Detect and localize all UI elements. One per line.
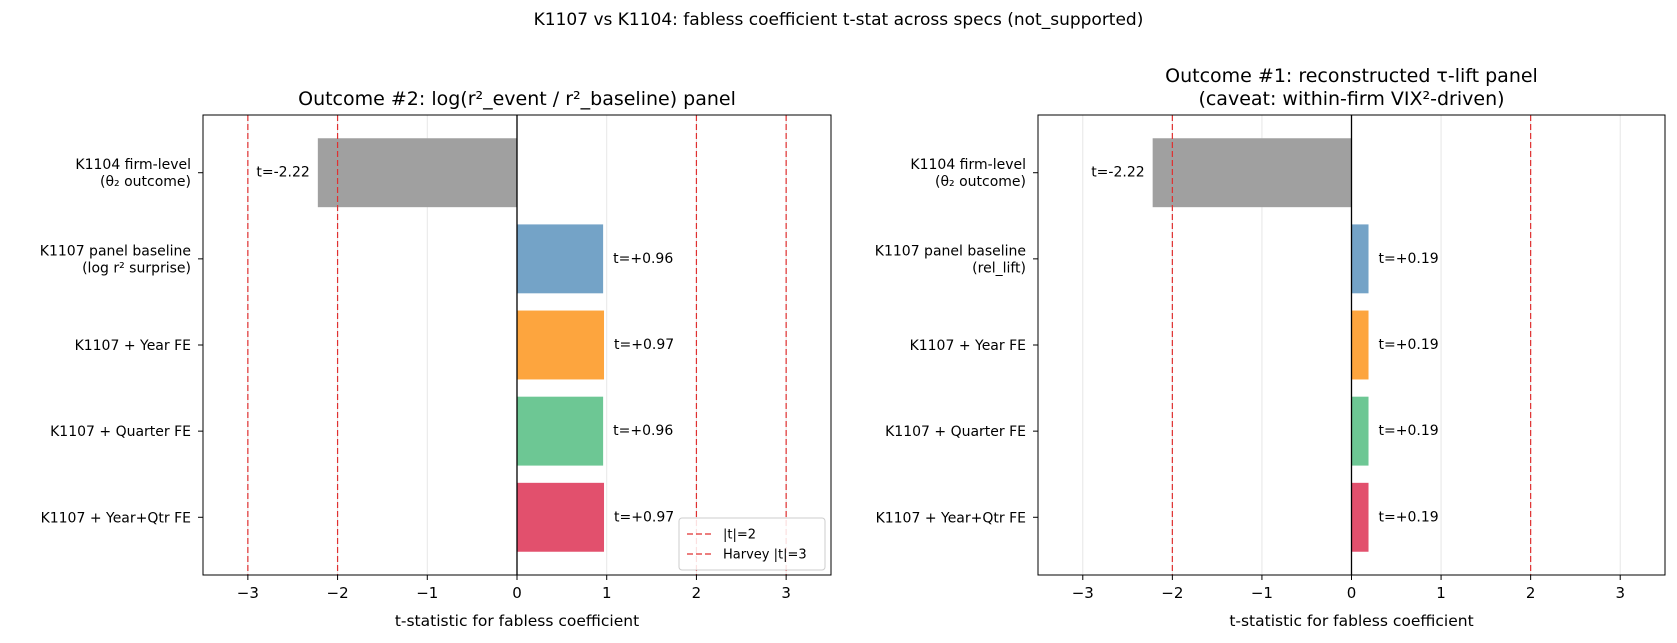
bar [1351,396,1369,466]
y-tick-label: K1107 + Year+Qtr FE [41,510,191,526]
figure-suptitle: K1107 vs K1104: fabless coefficient t-st… [533,10,1144,30]
x-tick-label: 2 [692,584,702,602]
bar-value-label: t=-2.22 [256,165,309,181]
legend: |t|=2 Harvey |t|=3 [678,517,826,571]
x-tick-label: −1 [1251,584,1273,602]
y-tick-label: K1107 + Year+Qtr FE [876,510,1026,526]
bar [1351,224,1369,294]
x-tick-label: 0 [1347,584,1357,602]
y-tick-label-line: (rel_lift) [972,260,1026,276]
x-tick-label: 1 [602,584,612,602]
y-tick-label: K1107 + Year FE [910,338,1026,354]
y-tick-label: K1107 panel baseline (rel_lift) [875,243,1026,276]
bar-value-label: t=+0.97 [614,509,674,525]
x-tick-label: −2 [327,584,349,602]
x-axis-label: t-statistic for fabless coefficient [1229,612,1473,630]
bar-value-label: t=+0.19 [1379,509,1439,525]
chart-title: Outcome #2: log(r²_event / r²_baseline) … [298,88,736,110]
y-tick-label-line: (θ₂ outcome) [100,174,191,190]
y-tick-label-line: K1107 + Quarter FE [50,424,191,440]
bar [1351,482,1369,552]
y-tick-label-line: K1107 + Quarter FE [885,424,1026,440]
y-tick-label-line: K1104 firm-level [910,157,1026,173]
bar [517,310,605,380]
x-tick-label: 2 [1526,584,1536,602]
legend-entry-label: |t|=2 [723,528,756,543]
bar [1152,138,1352,208]
chart-title: Outcome #1: reconstructed τ-lift panel (c… [1165,65,1538,110]
bar [517,224,604,294]
y-tick-label-line: K1107 + Year+Qtr FE [41,510,191,526]
y-tick-label-line: K1107 + Year+Qtr FE [876,510,1026,526]
y-tick-label-line: K1107 panel baseline [875,243,1026,259]
y-tick-label: K1107 panel baseline (log r² surprise) [40,243,191,276]
y-tick-label-line: K1107 + Year FE [910,338,1026,354]
y-tick-label: K1107 + Quarter FE [50,424,191,440]
bar [517,482,605,552]
y-tick-label: K1104 firm-level (θ₂ outcome) [910,157,1026,190]
bar-value-label: t=+0.19 [1379,423,1439,439]
chart-panel-outcome-2: t=-2.22 K1104 firm-level (θ₂ outcome) t=+0.… [40,88,832,630]
bar-value-label: t=+0.19 [1379,337,1439,353]
x-tick-label: −3 [237,584,259,602]
bar-value-label: t=+0.97 [614,337,674,353]
bar-value-label: t=-2.22 [1091,165,1144,181]
y-tick-label-line: (θ₂ outcome) [935,174,1026,190]
bar-value-label: t=+0.96 [613,423,673,439]
chart-title-line: (caveat: within-firm VIX²-driven) [1198,88,1504,110]
chart-title-line: Outcome #1: reconstructed τ-lift panel [1165,65,1538,87]
bar-value-label: t=+0.19 [1379,251,1439,267]
x-tick-label: −2 [1161,584,1183,602]
x-axis-label: t-statistic for fabless coefficient [395,612,639,630]
x-tick-label: 3 [781,584,791,602]
bar [517,396,604,466]
x-tick-label: 0 [512,584,522,602]
x-tick-label: 3 [1615,584,1625,602]
y-tick-label-line: K1107 + Year FE [75,338,191,354]
y-tick-label: K1107 + Quarter FE [885,424,1026,440]
y-tick-label: K1107 + Year FE [75,338,191,354]
x-tick-label: −1 [416,584,438,602]
legend-entry-label: Harvey |t|=3 [723,548,807,563]
y-tick-label-line: (log r² surprise) [82,260,191,276]
chart-panel-outcome-1: t=-2.22 K1104 firm-level (θ₂ outcome) t=+0.… [875,65,1666,630]
x-tick-label: 1 [1436,584,1446,602]
y-tick-label-line: K1107 panel baseline [40,243,191,259]
legend-frame [678,517,826,571]
bar [317,138,517,208]
chart-title-line: Outcome #2: log(r²_event / r²_baseline) … [298,88,736,110]
bar [1351,310,1369,380]
x-tick-label: −3 [1072,584,1094,602]
y-tick-label-line: K1104 firm-level [75,157,191,173]
y-tick-label: K1104 firm-level (θ₂ outcome) [75,157,191,190]
bar-value-label: t=+0.96 [613,251,673,267]
